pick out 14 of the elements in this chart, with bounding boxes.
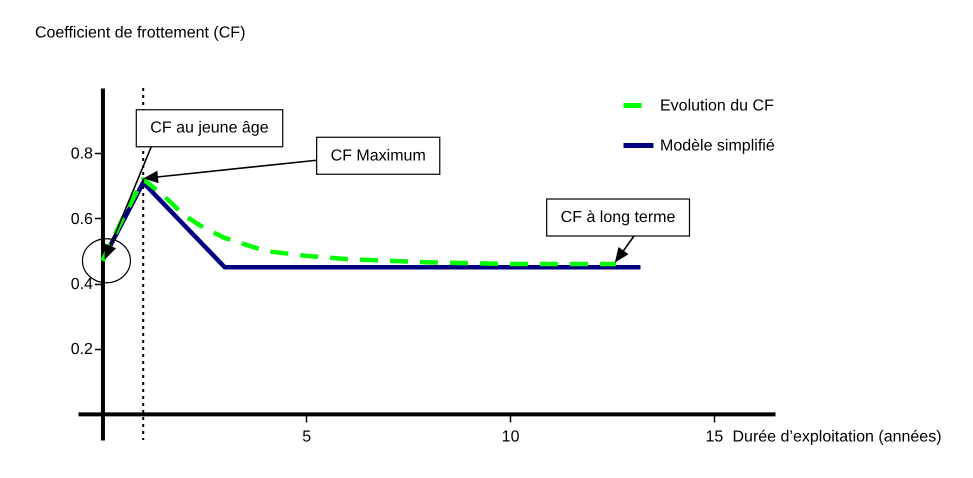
x-tick-label: 15 [705, 428, 724, 446]
x-axis-title: Durée d’exploitation (années) [732, 428, 942, 446]
y-tick-label: 0.6 [70, 210, 94, 228]
legend-label: Evolution du CF [660, 98, 774, 114]
y-tick-label: 0.4 [70, 276, 94, 294]
annotation: CF Maximum [330, 147, 426, 164]
y-tick-label: 0.8 [70, 146, 94, 163]
x-tick-label: 5 [302, 428, 312, 446]
annotation: CF à long terme [560, 209, 676, 226]
annotation: CF au jeune âge [150, 120, 269, 137]
y-axis-title: Coefficient de frottement (CF) [34, 24, 246, 42]
y-tick-label: 0.2 [70, 341, 94, 358]
legend-label: Modèle simplifié [660, 138, 775, 154]
x-tick-label: 10 [502, 428, 520, 446]
